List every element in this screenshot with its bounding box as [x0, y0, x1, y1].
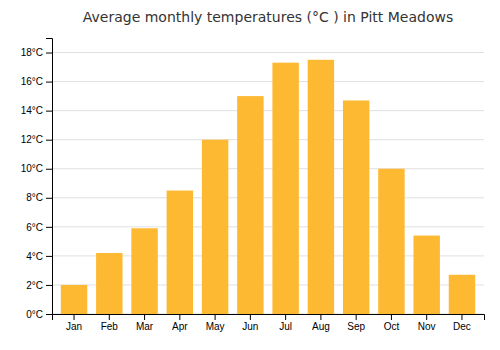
x-tick-mark	[391, 314, 392, 320]
bar	[61, 285, 87, 314]
y-tick-mark	[46, 198, 52, 199]
y-tick-mark	[46, 285, 52, 286]
bar	[308, 60, 334, 314]
x-tick-mark	[356, 314, 357, 320]
x-tick-mark	[461, 314, 462, 320]
x-tick-label: Nov	[418, 321, 436, 332]
x-axis: Jan Feb Mar Apr May Jun Jul Aug Sep Oct Nov Dec	[53, 314, 485, 332]
x-tick-mark	[250, 314, 251, 320]
x-tick-mark	[144, 314, 145, 320]
x-tick: May	[206, 314, 225, 332]
x-tick-mark	[320, 314, 321, 320]
bar	[167, 191, 193, 314]
y-tick: 0°C	[26, 309, 52, 320]
bar	[449, 275, 475, 314]
y-tick-mark	[46, 140, 52, 141]
y-tick-label: 18°C	[21, 47, 43, 58]
y-axis: 0°C 2°C 4°C 6°C 8°C 10°C 12°C 14°C 16°C 18°C	[21, 39, 53, 320]
x-tick: Oct	[384, 314, 400, 332]
x-tick: Jun	[242, 314, 258, 332]
x-tick-mark	[285, 314, 286, 320]
x-tick-label: Aug	[312, 321, 330, 332]
chart-container: 0°C 2°C 4°C 6°C 8°C 10°C 12°C 14°C 16°C 18°C Jan Fe…	[0, 0, 500, 350]
y-tick: 10°C	[21, 163, 52, 174]
y-tick-label: 8°C	[26, 192, 43, 203]
y-tick-label: 12°C	[21, 134, 43, 145]
y-tick-label: 10°C	[21, 163, 43, 174]
bar	[96, 253, 122, 314]
chart-svg: 0°C 2°C 4°C 6°C 8°C 10°C 12°C 14°C 16°C 18°C Jan Fe…	[0, 0, 500, 350]
x-tick-label: Jan	[66, 321, 82, 332]
grid-line	[52, 81, 484, 82]
x-tick-mark	[215, 314, 216, 320]
y-tick-mark	[46, 169, 52, 170]
grid-line	[52, 52, 484, 53]
y-tick: 18°C	[21, 47, 52, 58]
y-tick-label: 14°C	[21, 105, 43, 116]
x-tick: Dec	[453, 314, 471, 332]
x-tick-mark	[426, 314, 427, 320]
bar	[237, 96, 263, 314]
y-tick: 16°C	[21, 76, 52, 87]
x-axis-line	[53, 315, 485, 321]
y-tick: 4°C	[26, 251, 52, 262]
x-tick: Apr	[172, 314, 188, 332]
grid-line	[52, 139, 484, 140]
x-tick-label: Dec	[453, 321, 471, 332]
x-tick: Jul	[279, 314, 292, 332]
x-tick: Nov	[418, 314, 436, 332]
x-tick-label: Apr	[172, 321, 188, 332]
y-tick-mark	[46, 256, 52, 257]
marks	[61, 60, 475, 314]
x-tick: Aug	[312, 314, 330, 332]
x-tick: Jan	[66, 314, 82, 332]
y-tick-mark	[46, 314, 52, 315]
x-tick: Mar	[136, 314, 154, 332]
title: Average monthly temperatures (°C ) in Pi…	[83, 9, 453, 25]
y-axis-line	[46, 39, 53, 315]
y-tick-label: 16°C	[21, 76, 43, 87]
bar	[378, 169, 404, 314]
y-tick: 6°C	[26, 222, 52, 233]
grid-line	[52, 168, 484, 169]
x-tick-label: Jul	[279, 321, 292, 332]
y-tick-mark	[46, 82, 52, 83]
x-tick-label: Oct	[384, 321, 400, 332]
y-tick-mark	[46, 111, 52, 112]
bar	[272, 63, 298, 314]
grid-line	[52, 110, 484, 111]
bar	[413, 236, 439, 314]
y-tick: 14°C	[21, 105, 52, 116]
x-tick-mark	[74, 314, 75, 320]
grid-line	[52, 197, 484, 198]
x-tick-label: Sep	[347, 321, 365, 332]
x-tick-mark	[109, 314, 110, 320]
x-tick-label: Mar	[136, 321, 154, 332]
x-tick: Sep	[347, 314, 365, 332]
x-tick-mark	[179, 314, 180, 320]
y-tick-label: 2°C	[26, 280, 43, 291]
grid	[52, 53, 484, 314]
y-tick: 8°C	[26, 192, 52, 203]
x-tick: Feb	[101, 314, 119, 332]
y-tick: 12°C	[21, 134, 52, 145]
bar	[202, 140, 228, 314]
bar	[131, 228, 157, 314]
bar	[343, 100, 369, 314]
y-tick-mark	[46, 227, 52, 228]
x-tick-label: Feb	[101, 321, 119, 332]
grid-line	[52, 226, 484, 227]
x-tick-label: May	[206, 321, 225, 332]
y-tick-mark	[46, 53, 52, 54]
plot: 0°C 2°C 4°C 6°C 8°C 10°C 12°C 14°C 16°C 18°C Jan Fe…	[21, 39, 485, 333]
y-tick: 2°C	[26, 280, 52, 291]
y-tick-label: 4°C	[26, 251, 43, 262]
y-tick-label: 0°C	[26, 309, 43, 320]
y-tick-label: 6°C	[26, 222, 43, 233]
x-tick-label: Jun	[242, 321, 258, 332]
